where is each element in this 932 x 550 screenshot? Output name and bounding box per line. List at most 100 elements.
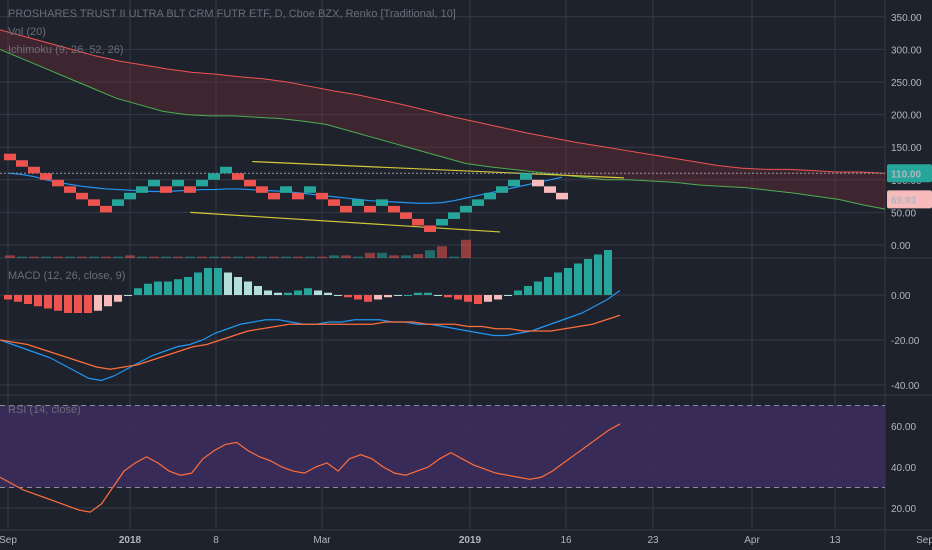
time-label: 2018 bbox=[119, 535, 142, 546]
trendline bbox=[252, 160, 624, 179]
time-label: Apr bbox=[744, 535, 760, 546]
renko-brick bbox=[328, 199, 340, 206]
volume-bar bbox=[233, 256, 243, 258]
rsi-tick-label: 20.00 bbox=[891, 504, 916, 515]
macd-tick-label: 0.00 bbox=[891, 291, 911, 302]
macd-legend[interactable]: MACD (12, 26, close, 9) bbox=[8, 270, 126, 282]
price-tick-label: 0.00 bbox=[891, 241, 911, 252]
macd-histogram-bar bbox=[574, 263, 582, 295]
macd-histogram-bar bbox=[364, 295, 372, 302]
macd-histogram-bar bbox=[104, 295, 112, 307]
renko-brick bbox=[16, 160, 28, 167]
ichimoku-legend[interactable]: Ichimoku (9, 26, 52, 26) bbox=[8, 44, 124, 56]
time-label: Mar bbox=[313, 535, 331, 546]
volume-bar bbox=[77, 256, 87, 258]
price-badges: 110.00 69.93 bbox=[887, 164, 932, 209]
macd-histogram-bar bbox=[244, 281, 252, 295]
renko-brick bbox=[532, 179, 544, 187]
macd-histogram-bar bbox=[14, 295, 22, 302]
macd-histogram-bar bbox=[124, 295, 132, 296]
macd-histogram-bar bbox=[434, 295, 442, 296]
last-price-badge: 69.93 bbox=[891, 195, 916, 206]
macd-histogram-bar bbox=[564, 268, 572, 295]
renko-brick bbox=[196, 179, 208, 187]
macd-histogram-bar bbox=[34, 295, 42, 307]
macd-histogram-bar bbox=[234, 277, 242, 295]
price-tick-label: 300.00 bbox=[891, 45, 922, 56]
renko-brick bbox=[352, 199, 364, 206]
volume-bar bbox=[353, 256, 363, 258]
cloud-lower-line bbox=[0, 48, 886, 210]
macd-histogram-bar bbox=[464, 295, 472, 302]
renko-brick bbox=[388, 205, 400, 213]
renko-brick bbox=[364, 205, 376, 213]
price-tick-label: 150.00 bbox=[891, 143, 922, 154]
volume-bar bbox=[101, 256, 111, 258]
symbol-legend[interactable]: PROSHARES TRUST II ULTRA BLT CRM FUTR ET… bbox=[8, 8, 456, 20]
volume-legend[interactable]: Vol (20) bbox=[8, 26, 46, 38]
rsi-legend[interactable]: RSI (14, close) bbox=[8, 404, 81, 416]
renko-brick bbox=[556, 192, 568, 200]
macd-histogram-bar bbox=[504, 295, 512, 296]
macd-histogram-bar bbox=[74, 295, 82, 313]
renko-brick bbox=[28, 166, 40, 174]
volume-bar bbox=[161, 256, 171, 258]
rsi-panel bbox=[0, 405, 885, 513]
volume-bar bbox=[17, 256, 27, 258]
macd-histogram-bar bbox=[184, 277, 192, 295]
price-tick-label: 50.00 bbox=[891, 208, 916, 219]
cloud-upper-line bbox=[0, 29, 886, 174]
macd-histogram-bar bbox=[384, 295, 392, 298]
renko-brick bbox=[40, 173, 52, 180]
macd-histogram-bar bbox=[394, 295, 402, 296]
renko-brick bbox=[484, 192, 496, 200]
volume-bar bbox=[245, 256, 255, 258]
renko-brick bbox=[4, 153, 16, 161]
macd-histogram-bar bbox=[214, 268, 222, 295]
macd-histogram-bar bbox=[514, 290, 522, 295]
renko-brick bbox=[436, 218, 448, 226]
volume-bar bbox=[257, 256, 267, 258]
volume-bar bbox=[305, 256, 315, 258]
volume-bar bbox=[269, 256, 279, 258]
renko-brick bbox=[256, 186, 268, 193]
macd-histogram-bar bbox=[474, 295, 482, 304]
macd-tick-label: -20.00 bbox=[891, 336, 920, 347]
macd-histogram-bar bbox=[54, 295, 62, 311]
renko-brick bbox=[508, 179, 520, 187]
macd-histogram-bar bbox=[484, 295, 492, 302]
macd-histogram-bar bbox=[414, 292, 422, 295]
renko-brick bbox=[412, 218, 424, 226]
renko-brick bbox=[184, 186, 196, 193]
macd-histogram-bar bbox=[134, 288, 142, 295]
macd-line bbox=[0, 290, 621, 382]
current-price-badge: 110.00 bbox=[891, 169, 921, 180]
renko-brick bbox=[136, 186, 148, 193]
macd-tick-label: -40.00 bbox=[891, 381, 920, 392]
macd-histogram-bar bbox=[204, 268, 212, 295]
macd-histogram-bar bbox=[534, 281, 542, 295]
volume-bar bbox=[173, 256, 183, 258]
macd-histogram-bar bbox=[304, 288, 312, 295]
volume-bar bbox=[5, 255, 15, 258]
renko-brick bbox=[148, 179, 160, 187]
renko-brick bbox=[208, 173, 220, 180]
macd-histogram-bar bbox=[454, 295, 462, 300]
macd-histogram-bar bbox=[294, 290, 302, 295]
volume-bar bbox=[377, 252, 387, 258]
price-tick-label: 250.00 bbox=[891, 78, 922, 89]
volume-bar bbox=[389, 255, 399, 258]
macd-histogram-bar bbox=[4, 295, 12, 300]
volume-bar bbox=[29, 256, 39, 258]
renko-brick bbox=[496, 186, 508, 193]
volume-bar bbox=[365, 252, 375, 258]
renko-bricks[interactable] bbox=[4, 153, 568, 232]
renko-brick bbox=[460, 205, 472, 213]
volume-bar bbox=[317, 256, 327, 258]
renko-brick bbox=[424, 225, 436, 232]
macd-histogram-bar bbox=[64, 295, 72, 313]
renko-brick bbox=[340, 205, 352, 213]
renko-brick bbox=[316, 192, 328, 200]
renko-brick bbox=[64, 186, 76, 193]
